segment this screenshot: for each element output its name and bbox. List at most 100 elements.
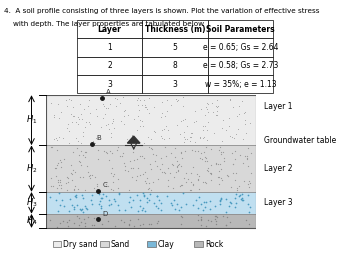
Point: [198, 218, 203, 222]
Point: [166, 183, 171, 188]
Point: [80, 196, 85, 200]
Point: [190, 203, 196, 207]
Point: [228, 185, 233, 189]
Point: [199, 157, 205, 161]
Point: [208, 146, 214, 151]
Point: [110, 121, 115, 125]
Point: [61, 204, 67, 208]
Point: [69, 172, 75, 176]
Point: [111, 188, 116, 192]
Point: [117, 101, 122, 105]
Point: [124, 137, 129, 141]
Point: [89, 202, 95, 206]
Point: [227, 97, 233, 102]
Point: [239, 99, 245, 103]
Point: [236, 104, 241, 108]
Point: [243, 154, 248, 158]
Bar: [46, 145, 256, 192]
Point: [55, 161, 61, 165]
Point: [117, 153, 122, 158]
Point: [195, 172, 200, 176]
Point: [203, 105, 209, 109]
Point: [155, 206, 161, 210]
Point: [189, 148, 195, 152]
Point: [172, 146, 177, 150]
Point: [207, 207, 213, 211]
Point: [244, 157, 250, 161]
Point: [184, 137, 190, 141]
Point: [146, 145, 152, 149]
Point: [104, 182, 109, 187]
Point: [72, 114, 77, 118]
Point: [236, 112, 241, 116]
Point: [139, 119, 145, 123]
Point: [141, 156, 147, 160]
Point: [203, 180, 208, 184]
Point: [70, 168, 76, 172]
Point: [200, 127, 205, 132]
Point: [198, 223, 204, 227]
Point: [71, 206, 77, 210]
Point: [166, 135, 172, 140]
Text: Dry sand: Dry sand: [63, 240, 98, 249]
Point: [226, 204, 231, 208]
Point: [214, 161, 219, 166]
Point: [223, 223, 229, 227]
Point: [213, 219, 218, 223]
Point: [48, 145, 54, 149]
Point: [173, 207, 178, 212]
Point: [237, 193, 242, 197]
Point: [144, 196, 150, 200]
Point: [111, 119, 116, 123]
Point: [88, 173, 93, 178]
Point: [55, 178, 61, 182]
Point: [53, 136, 59, 140]
Point: [217, 182, 222, 186]
Point: [66, 218, 72, 222]
Point: [146, 181, 151, 185]
Point: [55, 138, 60, 142]
Point: [191, 120, 197, 124]
Point: [51, 113, 57, 117]
Point: [159, 134, 164, 138]
Point: [205, 169, 211, 173]
Point: [93, 107, 98, 111]
Text: Groundwater table: Groundwater table: [264, 136, 336, 145]
Point: [65, 122, 71, 126]
Point: [195, 178, 201, 182]
Point: [69, 178, 75, 182]
Point: [73, 120, 79, 124]
Point: [138, 198, 143, 202]
Point: [153, 153, 158, 157]
Point: [104, 194, 109, 198]
Point: [69, 98, 74, 102]
Point: [216, 169, 222, 173]
Point: [91, 216, 97, 220]
Point: [215, 109, 220, 113]
Point: [184, 124, 190, 128]
Point: [146, 198, 152, 203]
Point: [216, 175, 221, 179]
Point: [75, 115, 81, 119]
Text: $H_2$: $H_2$: [26, 162, 37, 175]
Point: [91, 223, 97, 227]
Point: [64, 126, 70, 130]
Point: [99, 196, 105, 200]
Point: [247, 205, 253, 209]
Point: [115, 203, 121, 207]
Point: [115, 186, 121, 190]
Point: [141, 206, 146, 210]
Point: [146, 96, 152, 100]
Point: [142, 179, 148, 183]
Point: [48, 184, 54, 188]
Point: [203, 181, 209, 185]
Point: [72, 184, 77, 188]
Point: [110, 117, 116, 121]
Point: [144, 176, 150, 180]
Point: [130, 198, 136, 203]
Point: [188, 135, 194, 140]
Point: [88, 122, 93, 126]
Point: [182, 135, 187, 139]
Point: [128, 195, 133, 199]
Point: [127, 159, 133, 163]
